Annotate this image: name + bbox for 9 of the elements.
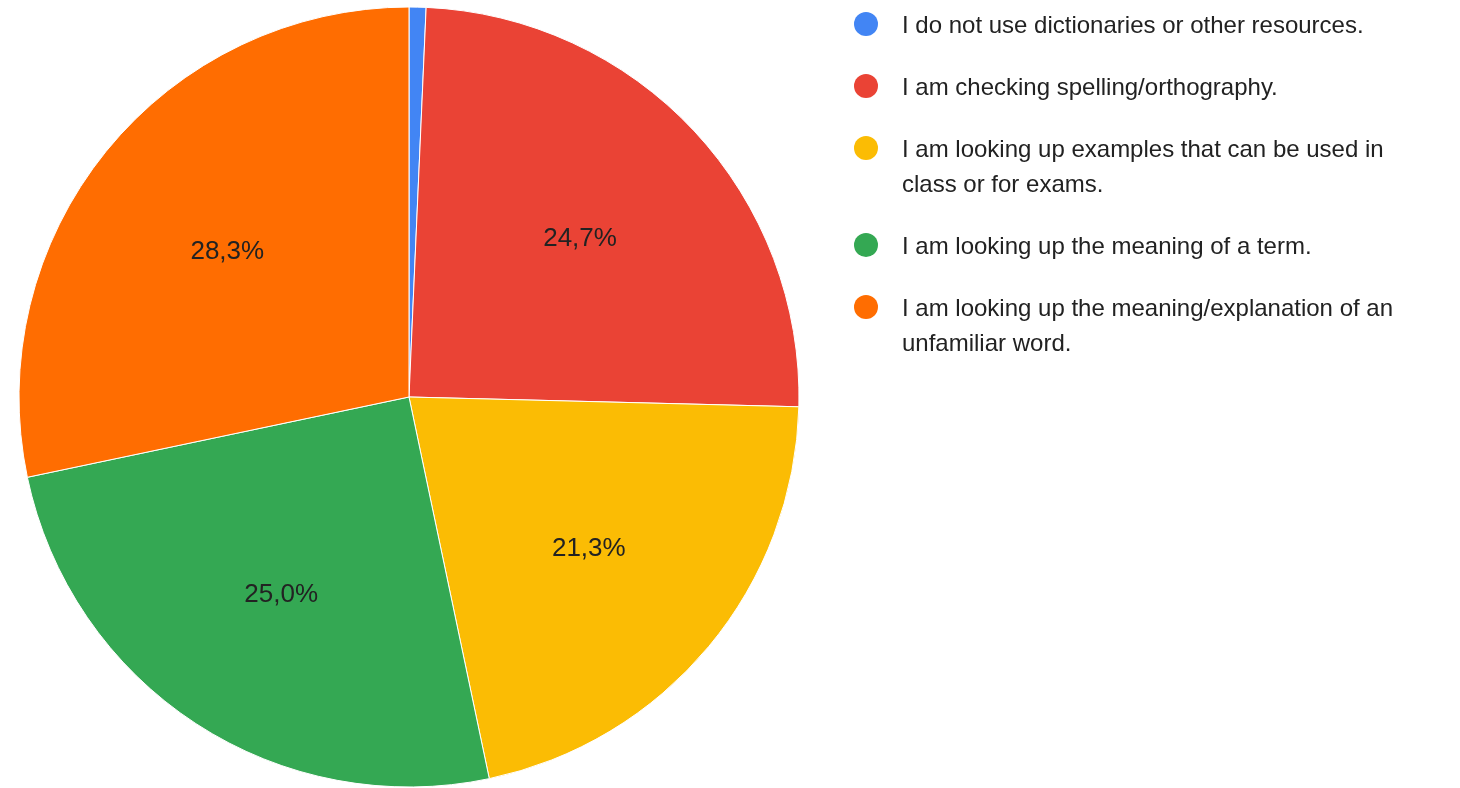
legend-label: I am looking up the meaning of a term. bbox=[902, 231, 1312, 259]
legend-label: I am checking spelling/orthography. bbox=[902, 72, 1278, 100]
legend-label: I do not use dictionaries or other resources. bbox=[902, 10, 1364, 38]
data-label: 28,3% bbox=[190, 234, 265, 265]
data-label: 25,0% bbox=[244, 577, 319, 608]
data-label: 24,7% bbox=[543, 222, 617, 253]
data-label: 21,3% bbox=[551, 531, 626, 562]
legend-label: I am looking up the meaning/explanation of an unfamiliar word. bbox=[902, 293, 1394, 356]
legend-label: I am looking up examples that can be used in class or for exams. bbox=[902, 134, 1384, 197]
